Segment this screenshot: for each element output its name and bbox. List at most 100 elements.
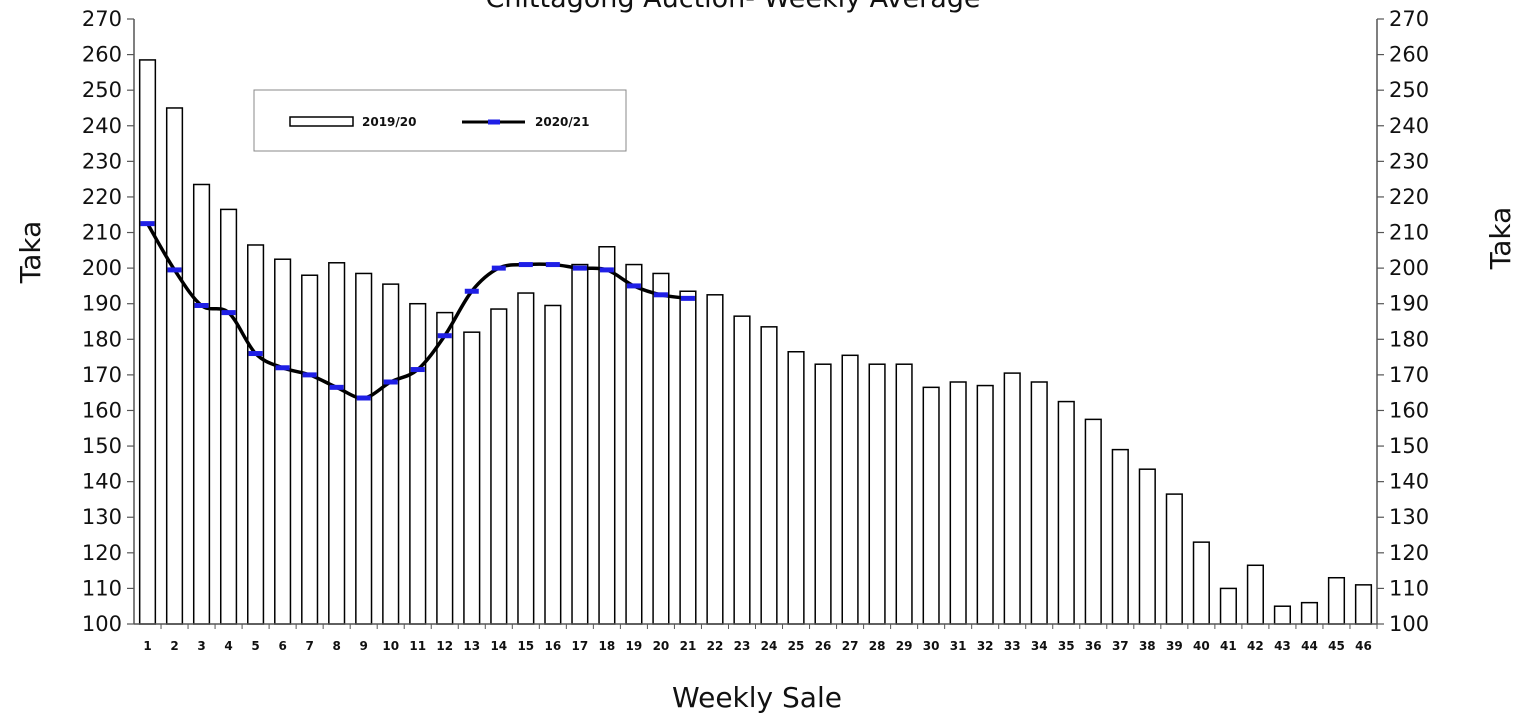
- bar-2019-20: [517, 292, 535, 625]
- y-tick-label-right: 200: [1389, 256, 1429, 280]
- bar-2019-20: [1219, 587, 1237, 625]
- y-tick-label-right: 160: [1389, 398, 1429, 422]
- x-tick-label: 44: [1301, 639, 1318, 653]
- bar-2019-20: [165, 107, 184, 625]
- bar-2019-20: [490, 308, 508, 625]
- x-tick-label: 39: [1166, 639, 1183, 653]
- y-tick-label-left: 190: [82, 292, 122, 316]
- bar-2019-20: [1273, 605, 1292, 625]
- x-tick-label: 34: [1031, 639, 1048, 653]
- bar-2019-20: [274, 258, 292, 625]
- x-tick-label: 41: [1220, 639, 1237, 653]
- y-tick-label-right: 190: [1389, 292, 1429, 316]
- y-tick-label-left: 100: [82, 612, 122, 636]
- bar-2019-20: [733, 315, 751, 625]
- bar-2019-20: [138, 59, 157, 625]
- x-tick-label: 27: [842, 639, 859, 653]
- x-tick-label: 20: [653, 639, 670, 653]
- y-tick-label-left: 240: [82, 114, 122, 138]
- bar-2019-20: [1003, 372, 1021, 625]
- bar-2019-20: [436, 311, 454, 625]
- x-tick-label: 22: [707, 639, 724, 653]
- x-tick-label: 29: [896, 639, 913, 653]
- bar-2019-20: [625, 263, 643, 625]
- x-tick-label: 36: [1085, 639, 1102, 653]
- y-tick-label-right: 130: [1389, 505, 1429, 529]
- y-tick-label-right: 240: [1389, 114, 1429, 138]
- bar-2019-20: [1192, 541, 1210, 625]
- x-tick-label: 12: [436, 639, 453, 653]
- y-tick-label-left: 150: [82, 434, 122, 458]
- bar-2019-20: [1246, 564, 1264, 625]
- x-tick-label: 32: [977, 639, 994, 653]
- bar-2019-20: [895, 363, 913, 625]
- bar-2019-20: [1030, 381, 1048, 625]
- x-tick-label: 21: [680, 639, 697, 653]
- bar-2019-20: [976, 384, 994, 625]
- legend-label-2020-21: 2020/21: [535, 115, 589, 129]
- x-tick-label: 24: [761, 639, 778, 653]
- y-tick-label-right: 260: [1389, 43, 1429, 67]
- bar-2019-20: [868, 363, 886, 625]
- y-tick-label-left: 180: [82, 327, 122, 351]
- y-tick-label-right: 210: [1389, 221, 1429, 245]
- x-tick-label: 26: [815, 639, 832, 653]
- legend-bar-swatch: [289, 116, 354, 127]
- x-tick-label: 10: [382, 639, 399, 653]
- y-tick-label-left: 140: [82, 470, 122, 494]
- y-tick-label-right: 150: [1389, 434, 1429, 458]
- legend: 2019/20 2020/21: [253, 89, 627, 152]
- y-ticks-right: 100 110 120 130 140 150 160 170 180 190 200 210 220 2…: [1377, 7, 1429, 636]
- x-tick-label: 46: [1355, 639, 1372, 653]
- y-tick-label-left: 160: [82, 398, 122, 422]
- y-axis-title-left: Taka: [14, 221, 47, 285]
- y-tick-label-right: 170: [1389, 363, 1429, 387]
- x-tick-label: 4: [224, 639, 232, 653]
- x-tick-label: 11: [409, 639, 426, 653]
- x-tick-label: 5: [251, 639, 259, 653]
- bar-2019-20: [1138, 468, 1156, 625]
- bar-2019-20: [1111, 448, 1129, 625]
- y-tick-label-left: 110: [82, 576, 122, 600]
- y-tick-label-left: 210: [82, 221, 122, 245]
- bar-2019-20: [1057, 400, 1075, 625]
- bar-2019-20: [409, 302, 427, 625]
- x-tick-label: 35: [1058, 639, 1075, 653]
- x-tick-label: 42: [1247, 639, 1264, 653]
- y-tick-label-right: 250: [1389, 78, 1429, 102]
- y-tick-label-right: 270: [1389, 7, 1429, 31]
- x-tick-label: 19: [626, 639, 643, 653]
- x-tick-label: 8: [332, 639, 340, 653]
- x-tick-label: 18: [599, 639, 616, 653]
- bar-2019-20: [247, 244, 265, 625]
- bar-2019-20: [463, 331, 481, 625]
- bar-2019-20: [652, 272, 670, 625]
- x-tick-label: 37: [1112, 639, 1129, 653]
- bar-2019-20: [328, 262, 346, 625]
- bar-2019-20: [949, 381, 967, 625]
- bar-2019-20: [760, 326, 778, 625]
- y-tick-label-left: 130: [82, 505, 122, 529]
- x-tick-label: 17: [572, 639, 589, 653]
- x-tick-label: 45: [1328, 639, 1345, 653]
- x-tick-label: 28: [869, 639, 886, 653]
- y-tick-label-left: 260: [82, 43, 122, 67]
- y-tick-label-left: 170: [82, 363, 122, 387]
- x-tick-label: 33: [1004, 639, 1021, 653]
- bar-2019-20: [1084, 418, 1102, 625]
- x-tick-label: 23: [734, 639, 751, 653]
- x-tick-label: 15: [517, 639, 534, 653]
- bar-2019-20: [301, 274, 319, 625]
- bar-2019-20: [922, 386, 940, 625]
- bar-2019-20: [192, 183, 211, 625]
- bar-2019-20: [1327, 576, 1346, 625]
- y-tick-label-right: 140: [1389, 470, 1429, 494]
- bar-2019-20: [219, 208, 238, 625]
- y-tick-label-left: 200: [82, 256, 122, 280]
- x-tick-label: 6: [278, 639, 286, 653]
- x-tick-label: 9: [360, 639, 368, 653]
- bar-2019-20: [706, 294, 724, 625]
- bar-2019-20: [571, 263, 589, 625]
- x-tick-label: 13: [463, 639, 480, 653]
- x-tick-label: 31: [950, 639, 967, 653]
